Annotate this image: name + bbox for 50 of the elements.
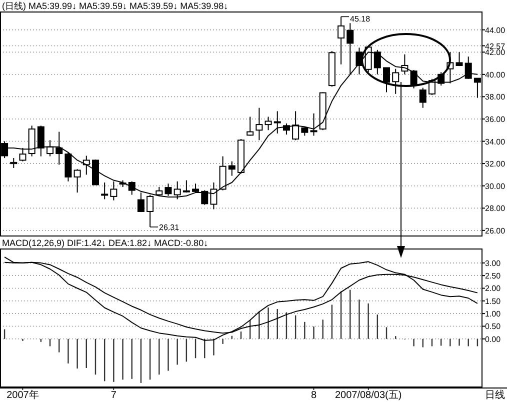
candlestick	[338, 16, 345, 65]
candlestick	[74, 168, 81, 194]
candlestick	[219, 156, 226, 191]
candlestick	[292, 110, 300, 141]
candlestick	[464, 56, 472, 80]
y-tick-label: 0.50	[485, 322, 502, 332]
candlestick	[82, 155, 90, 176]
candlestick	[10, 157, 18, 169]
y-tick-label: 34.00	[485, 137, 506, 146]
y-tick-label: 38.00	[485, 92, 506, 102]
candlestick	[256, 107, 263, 141]
y-tick-label: 2.00	[485, 284, 502, 294]
y-tick-label: 40.00	[485, 70, 506, 80]
y-tick-label: 44.00	[485, 26, 506, 35]
y-tick-label: 28.00	[485, 204, 506, 214]
y-tick-label: 1.00	[485, 310, 502, 319]
y-tick-label: 32.00	[485, 160, 506, 169]
candlestick	[246, 116, 254, 136]
x-tick-label: 2007年	[6, 389, 39, 401]
candlestick	[310, 112, 318, 136]
x-tick-label: 8	[310, 390, 317, 401]
candlestick	[228, 160, 236, 176]
annotation: 26.31	[159, 222, 180, 232]
candlestick	[56, 131, 63, 166]
y-tick-label: 36.00	[485, 114, 506, 124]
text: 日线	[485, 389, 505, 401]
x-tick-label: 7	[110, 390, 117, 401]
y-tick-label: 3.00	[485, 258, 502, 268]
y-tick-label: 42.00	[485, 48, 506, 58]
chart-title: (日线) MA5:39.99↓ MA5:39.59↓ MA5:39.59↓ MA5:39.98↓	[2, 1, 228, 11]
candlestick	[37, 125, 44, 157]
candlestick	[19, 147, 26, 162]
candlestick	[264, 116, 272, 131]
y-tick-label: 42.57	[485, 42, 506, 51]
candlestick	[456, 52, 463, 67]
y-tick-label: 0.00	[485, 334, 502, 344]
y-tick-label: 30.00	[485, 182, 506, 191]
y-tick-label: 26.00	[485, 226, 506, 236]
x-tick-label: 2007/08/03(五)	[334, 390, 402, 401]
candlestick	[392, 68, 400, 94]
candlestick	[274, 110, 281, 134]
candlestick	[101, 182, 108, 200]
annotation: 45.18	[350, 14, 371, 24]
y-tick-label: 1.50	[485, 296, 502, 306]
chart-title: MACD(12,26,9) DIF:1.42↓ DEA:1.82↓ MACD:-0.80↓	[2, 238, 208, 248]
candlestick	[64, 152, 72, 182]
y-tick-label: 2.50	[485, 272, 502, 281]
candlestick	[419, 87, 426, 108]
candlestick	[383, 67, 390, 93]
candlestick	[182, 180, 190, 194]
